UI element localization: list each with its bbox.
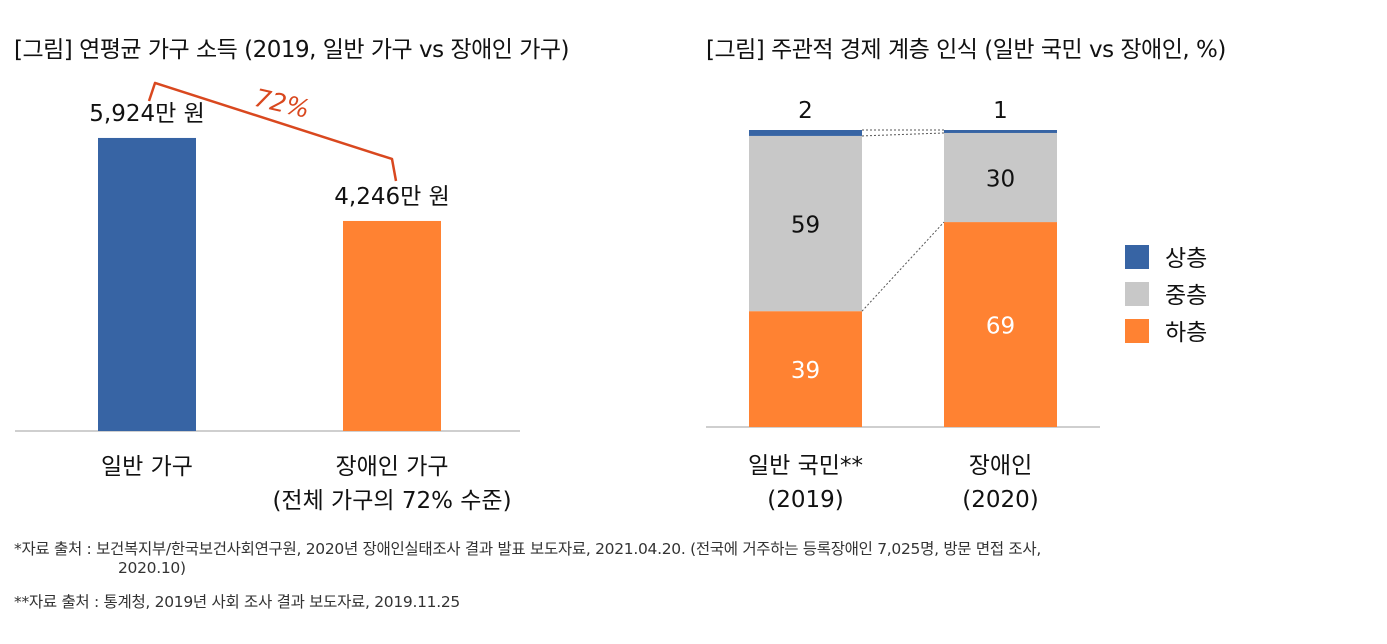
segment-value-label: 30 [986,167,1015,193]
segment-value-label: 69 [986,314,1015,340]
chart-title-class: [그림] 주관적 경제 계층 인식 (일반 국민 vs 장애인, %) [706,37,1226,63]
income-value-label: 5,924만 원 [89,101,204,127]
stack-segment-상층 [944,130,1057,133]
source-note-2: **자료 출처 : 통계청, 2019년 사회 조사 결과 보도자료, 2019… [14,593,460,611]
segment-value-label: 39 [791,358,820,384]
class-category-year: (2019) [767,487,843,513]
source-note-1-cont: 2020.10) [118,559,186,577]
stack-segment-하층 [749,311,862,427]
segment-value-label: 1 [993,98,1008,124]
connector-line-low [861,221,945,312]
stack-segment-상층 [749,130,862,136]
income-category-sublabel: (전체 가구의 72% 수준) [272,488,511,514]
legend-swatch-중층 [1125,282,1149,306]
income-value-label: 4,246만 원 [334,184,449,210]
income-bar-1 [98,137,196,431]
class-category-year: (2020) [962,487,1038,513]
legend-swatch-상층 [1125,245,1149,269]
class-category-label: 장애인 [969,453,1032,479]
source-note-1: *자료 출처 : 보건복지부/한국보건사회연구원, 2020년 장애인실태조사 … [14,540,1041,558]
legend-swatch-하층 [1125,319,1149,343]
stack-segment-하층 [944,222,1057,427]
segment-value-label: 2 [798,98,813,124]
ratio-connector-line [147,81,398,182]
segment-value-label: 59 [791,213,820,239]
stack-segment-중층 [944,132,1057,223]
connector-line-mid [861,132,945,137]
stack-segment-중층 [749,135,862,312]
income-category-label: 일반 가구 [101,454,193,480]
income-category-label: 장애인 가구 [335,454,448,480]
chart-title-income: [그림] 연평균 가구 소득 (2019, 일반 가구 vs 장애인 가구) [14,37,570,63]
legend-label: 하층 [1165,320,1207,346]
legend-label: 상층 [1165,246,1207,272]
class-category-label: 일반 국민** [748,453,863,479]
income-bar-2 [343,220,441,431]
legend-label: 중층 [1165,283,1207,309]
